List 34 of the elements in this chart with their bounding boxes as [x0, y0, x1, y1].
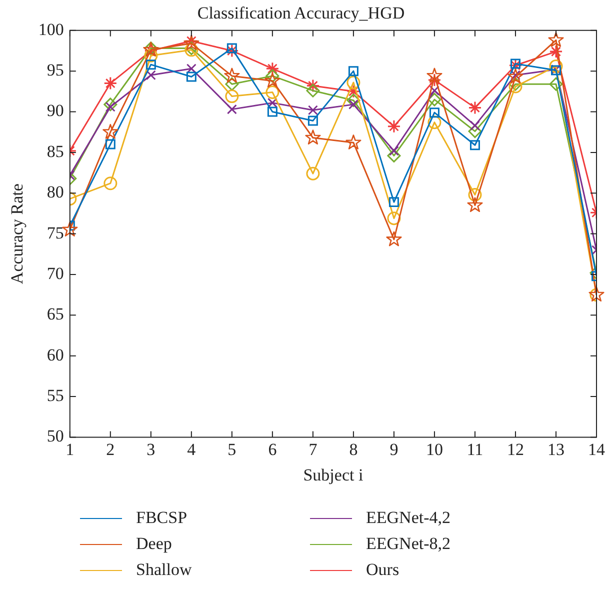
y-tick-label: 55: [46, 386, 64, 405]
x-tick-label: 2: [106, 440, 115, 459]
y-tick-label: 100: [38, 20, 64, 39]
x-tick-label: 11: [466, 440, 484, 459]
chart-title: Classification Accuracy_HGD: [197, 4, 405, 23]
x-tick-label: 12: [506, 440, 524, 459]
x-axis-title: Subject i: [303, 465, 364, 484]
y-tick-label: 50: [46, 426, 64, 446]
legend-label: EEGNet-8,2: [366, 534, 451, 554]
y-tick-label: 60: [46, 345, 64, 364]
legend-label: Shallow: [136, 560, 192, 580]
x-tick-label: 14: [588, 440, 606, 459]
x-tick-label: 1: [66, 440, 74, 459]
x-tick-label: 7: [308, 440, 318, 459]
legend-label: EEGNet-4,2: [366, 508, 451, 528]
x-tick-label: 5: [228, 440, 236, 459]
legend-label: Ours: [366, 560, 400, 580]
y-tick-label: 65: [46, 304, 64, 324]
x-tick-label: 6: [268, 440, 277, 459]
x-tick-label: 8: [349, 440, 358, 459]
y-axis-title: Accuracy Rate: [8, 184, 27, 284]
y-tick-label: 70: [46, 264, 64, 283]
y-tick-label: 85: [46, 142, 64, 161]
x-tick-label: 4: [187, 440, 196, 459]
y-tick-label: 95: [46, 60, 64, 80]
x-tick-label: 3: [146, 440, 156, 459]
x-tick-label: 13: [547, 440, 564, 459]
y-tick-label: 90: [46, 101, 64, 120]
y-tick-label: 80: [46, 182, 64, 202]
legend-label: Deep: [136, 534, 172, 554]
x-tick-label: 10: [426, 440, 443, 459]
y-tick-label: 75: [46, 223, 64, 242]
x-tick-label: 9: [390, 440, 398, 459]
legend-label: FBCSP: [136, 508, 188, 528]
